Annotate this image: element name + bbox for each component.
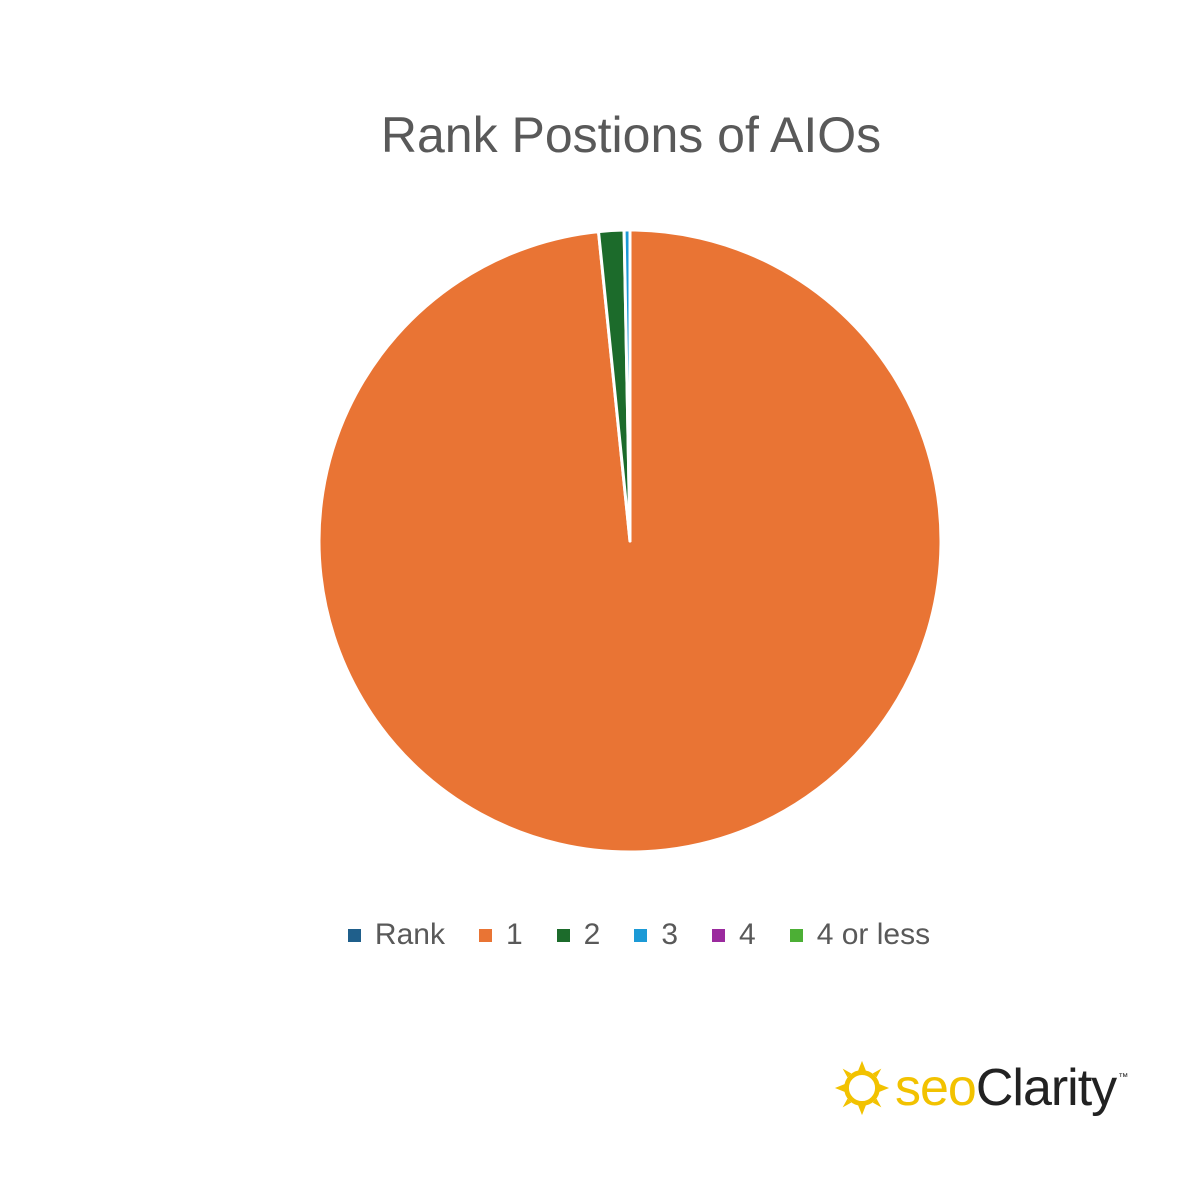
legend-label: 4 xyxy=(739,918,756,951)
logo-seo-text: seo xyxy=(895,1059,977,1117)
legend-item-4-or-less: 4 or less xyxy=(789,918,931,952)
legend-item-1: 1 xyxy=(478,918,523,952)
legend-swatch xyxy=(712,928,726,942)
legend-swatch xyxy=(634,928,648,942)
legend-label: 3 xyxy=(661,918,679,951)
legend: Rank 1 2 3 4 4 or less xyxy=(0,918,1200,952)
legend-item-3: 3 xyxy=(634,918,678,952)
legend-item-4: 4 xyxy=(712,918,756,952)
chart-title: Rank Postions of AIOs xyxy=(380,107,882,163)
logo-clarity-text: Clarity xyxy=(975,1059,1117,1117)
legend-swatch xyxy=(347,928,361,942)
sun-logo-icon xyxy=(834,1060,890,1116)
logo-trademark: ™ xyxy=(1118,1072,1129,1083)
legend-label: 1 xyxy=(505,918,523,951)
legend-item-2: 2 xyxy=(556,918,601,952)
legend-swatch xyxy=(556,928,570,942)
legend-swatch xyxy=(478,928,492,942)
seoclarity-logo: seo Clarity ™ xyxy=(833,1058,1128,1118)
legend-label: Rank xyxy=(374,918,445,951)
legend-swatch xyxy=(789,928,803,942)
pie-slice-3 xyxy=(622,228,632,543)
legend-label: 2 xyxy=(583,918,601,951)
legend-item-rank: Rank xyxy=(347,918,445,952)
legend-label: 4 or less xyxy=(816,918,931,951)
